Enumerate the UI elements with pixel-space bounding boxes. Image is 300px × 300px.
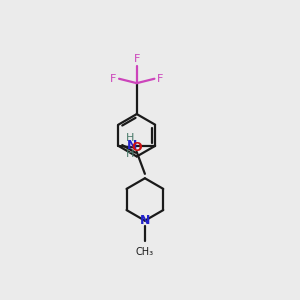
Text: F: F — [110, 74, 116, 84]
Text: O: O — [131, 141, 142, 154]
Text: H: H — [126, 149, 134, 159]
Text: F: F — [134, 54, 140, 64]
Text: N: N — [127, 140, 137, 152]
Text: CH₃: CH₃ — [136, 247, 154, 256]
Text: F: F — [158, 74, 164, 84]
Text: N: N — [140, 214, 150, 227]
Text: H: H — [126, 133, 134, 142]
